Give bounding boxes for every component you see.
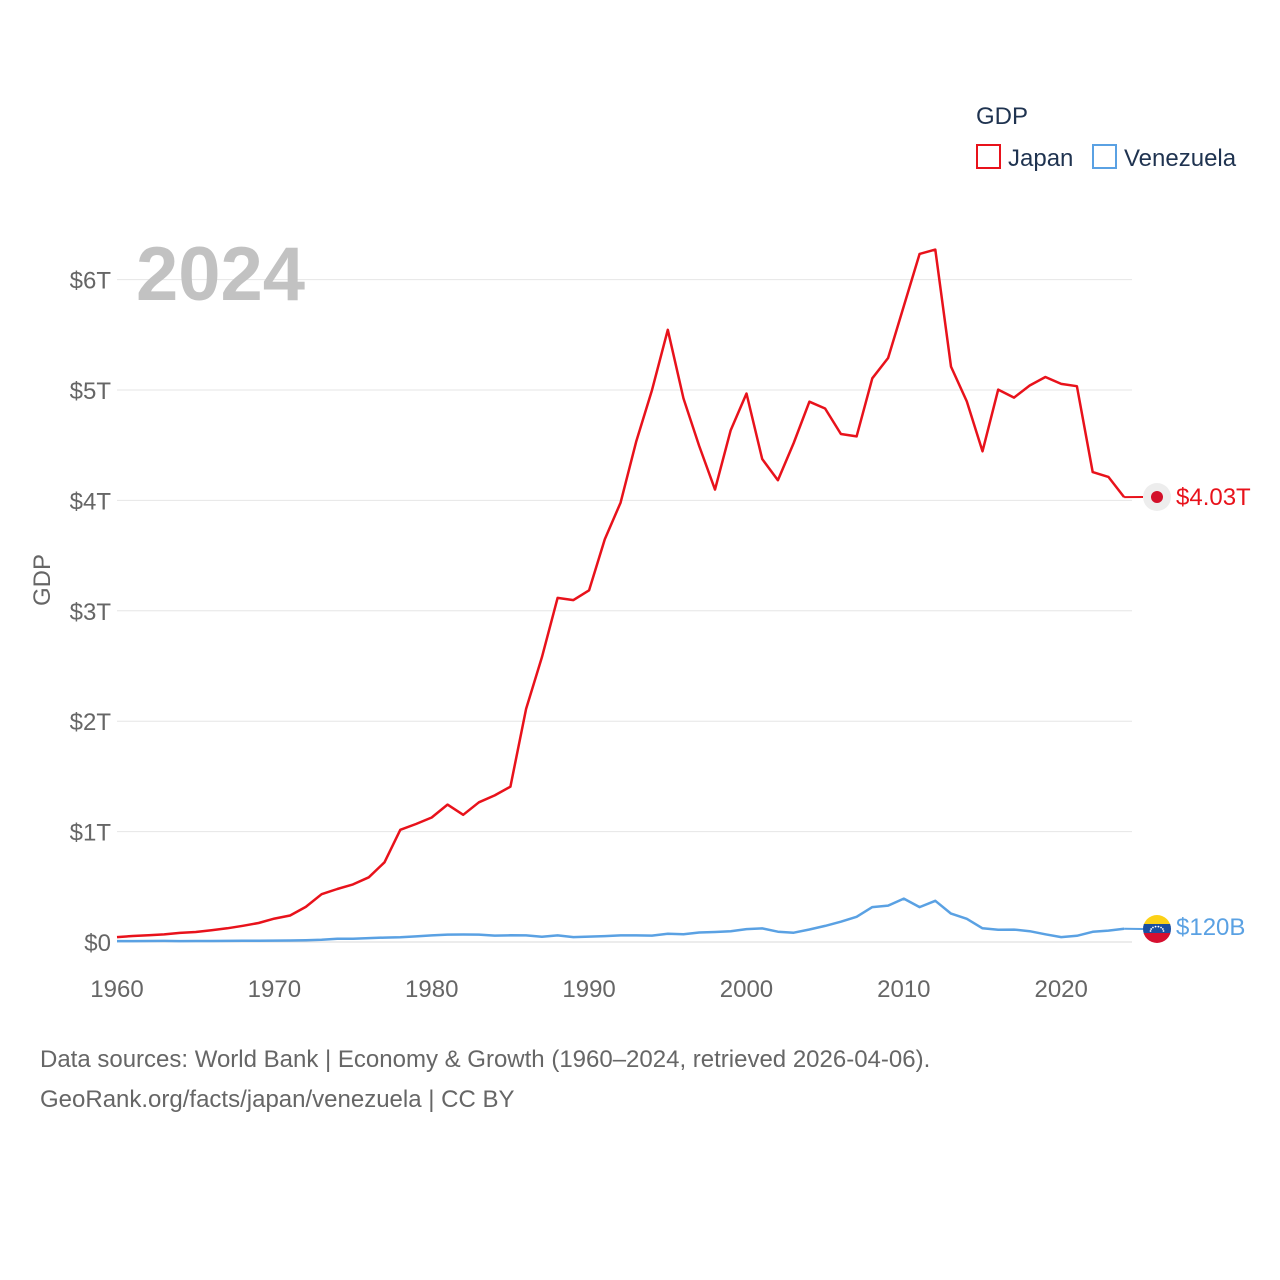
gridlines: [117, 279, 1132, 943]
series-line-venezuela: [117, 897, 1125, 943]
japan-end-marker: $4.03T: [1143, 483, 1251, 511]
y-tick-label: $1T: [70, 820, 112, 847]
x-tick-label: 2000: [720, 976, 773, 1003]
y-axis-title: GDP: [29, 554, 56, 606]
x-tick-label: 2020: [1034, 976, 1087, 1003]
flag-star: [1152, 926, 1154, 929]
flag-star: [1162, 930, 1165, 932]
venezuela-flag-icon: [1143, 915, 1171, 943]
x-tick-label: 2010: [877, 976, 930, 1003]
y-tick-label: $5T: [70, 378, 112, 405]
year-label: 2024: [136, 232, 305, 317]
source-line-2: GeoRank.org/facts/japan/venezuela | CC B…: [40, 1086, 515, 1113]
y-tick-label: $2T: [70, 709, 112, 736]
y-tick-label: $0: [84, 930, 111, 957]
x-tick-label: 1980: [405, 976, 458, 1003]
y-tick-label: $3T: [70, 599, 112, 626]
x-tick-label: 1970: [248, 976, 301, 1003]
flag-star: [1154, 925, 1157, 928]
y-axis: $0 $1T $2T $3T $4T $5T $6T: [70, 268, 112, 957]
source-line-1: Data sources: World Bank | Economy & Gro…: [40, 1046, 931, 1073]
flag-star: [1149, 930, 1152, 932]
legend-swatch-venezuela: [1092, 144, 1117, 169]
series-lines: [116, 248, 1144, 943]
japan-flag-disc: [1151, 491, 1163, 503]
x-axis: 1960 1970 1980 1990 2000 2010 2020: [90, 976, 1088, 1003]
y-tick-label: $4T: [70, 488, 112, 515]
venezuela-end-value: $120B: [1176, 914, 1245, 941]
legend: GDP Japan Venezuela: [976, 103, 1237, 172]
source-note: Data sources: World Bank | Economy & Gro…: [40, 1040, 930, 1120]
y-tick-label: $6T: [70, 268, 112, 295]
legend-label-venezuela: Venezuela: [1124, 145, 1237, 172]
x-tick-label: 1990: [562, 976, 615, 1003]
flag-star: [1161, 928, 1164, 930]
venezuela-end-marker: $120B: [1143, 914, 1245, 943]
legend-swatch-japan: [976, 144, 1001, 169]
flag-star: [1150, 928, 1153, 930]
legend-item-venezuela[interactable]: Venezuela: [1092, 144, 1237, 172]
series-line-japan: [116, 248, 1126, 939]
flag-star: [1160, 926, 1162, 929]
flag-star: [1157, 925, 1160, 928]
japan-end-value: $4.03T: [1176, 484, 1251, 511]
legend-title: GDP: [976, 103, 1028, 130]
legend-item-japan[interactable]: Japan: [976, 144, 1073, 172]
legend-label-japan: Japan: [1008, 145, 1073, 172]
x-tick-label: 1960: [90, 976, 143, 1003]
